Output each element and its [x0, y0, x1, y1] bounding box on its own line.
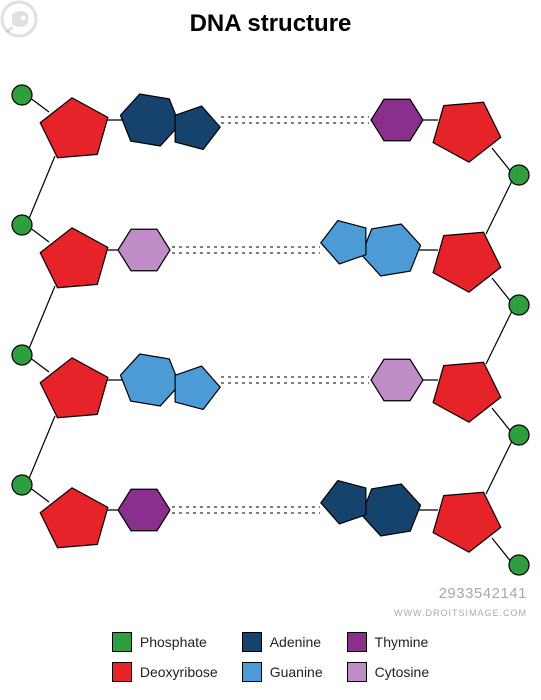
- adenine-shape: [120, 94, 179, 146]
- cytosine-shape: [371, 359, 423, 400]
- deoxyribose-shape: [433, 492, 501, 552]
- deoxyribose-shape: [40, 98, 108, 158]
- bond-line: [29, 357, 49, 372]
- backbone-line: [486, 179, 513, 234]
- legend-label: Cytosine: [375, 664, 429, 680]
- legend-swatch: [112, 632, 132, 652]
- legend-swatch: [242, 662, 262, 682]
- legend-swatch: [347, 662, 367, 682]
- guanine-shape: [361, 224, 420, 276]
- watermark-id: 2933542141: [439, 585, 527, 602]
- legend-item-deoxyribose: Deoxyribose: [112, 662, 218, 682]
- legend-label: Thymine: [375, 634, 429, 650]
- phosphate-shape: [509, 555, 529, 575]
- guanine-shape: [321, 221, 366, 264]
- legend-label: Adenine: [270, 634, 321, 650]
- legend-swatch: [347, 632, 367, 652]
- deoxyribose-shape: [40, 488, 108, 548]
- adenine-shape: [321, 481, 366, 524]
- legend-swatch: [242, 632, 262, 652]
- backbone-line: [486, 439, 513, 494]
- backbone-line: [28, 416, 55, 481]
- bond-line: [492, 148, 512, 173]
- phosphate-shape: [509, 165, 529, 185]
- legend-item-thymine: Thymine: [347, 632, 429, 652]
- phosphate-shape: [509, 425, 529, 445]
- bond-line: [492, 538, 512, 563]
- legend-item-cytosine: Cytosine: [347, 662, 429, 682]
- dna-diagram: DNA structure PhosphateDeoxyriboseAdenin…: [0, 0, 541, 700]
- bond-line: [29, 487, 49, 502]
- deoxyribose-shape: [433, 102, 501, 162]
- legend-item-phosphate: Phosphate: [112, 632, 218, 652]
- bond-line: [29, 227, 49, 242]
- legend-column: Phosphate Deoxyribose: [112, 632, 218, 682]
- legend-label: Guanine: [270, 664, 323, 680]
- phosphate-shape: [12, 475, 32, 495]
- deoxyribose-shape: [433, 232, 501, 292]
- legend-swatch: [112, 662, 132, 682]
- guanine-shape: [175, 366, 220, 409]
- legend-column: Thymine Cytosine: [347, 632, 429, 682]
- backbone-line: [28, 286, 55, 351]
- phosphate-shape: [12, 345, 32, 365]
- bond-line: [492, 278, 512, 303]
- watermark-url: WWW.DROITSIMAGE.COM: [394, 608, 527, 618]
- phosphate-shape: [12, 215, 32, 235]
- legend-label: Deoxyribose: [140, 664, 218, 680]
- backbone-line: [28, 156, 55, 221]
- legend: Phosphate Deoxyribose Adenine Guanine Thymin…: [0, 632, 541, 682]
- phosphate-shape: [509, 295, 529, 315]
- guanine-shape: [120, 354, 179, 406]
- bond-line: [492, 408, 512, 433]
- deoxyribose-shape: [40, 228, 108, 288]
- deoxyribose-shape: [40, 358, 108, 418]
- watermark-logo-icon: [0, 0, 38, 38]
- adenine-shape: [175, 106, 220, 149]
- adenine-shape: [361, 484, 420, 536]
- legend-column: Adenine Guanine: [242, 632, 323, 682]
- bond-line: [29, 97, 49, 112]
- deoxyribose-shape: [433, 362, 501, 422]
- cytosine-shape: [118, 229, 170, 270]
- phosphate-shape: [12, 85, 32, 105]
- legend-item-adenine: Adenine: [242, 632, 323, 652]
- thymine-shape: [371, 99, 423, 140]
- backbone-line: [486, 309, 513, 364]
- thymine-shape: [118, 489, 170, 530]
- legend-item-guanine: Guanine: [242, 662, 323, 682]
- legend-label: Phosphate: [140, 634, 207, 650]
